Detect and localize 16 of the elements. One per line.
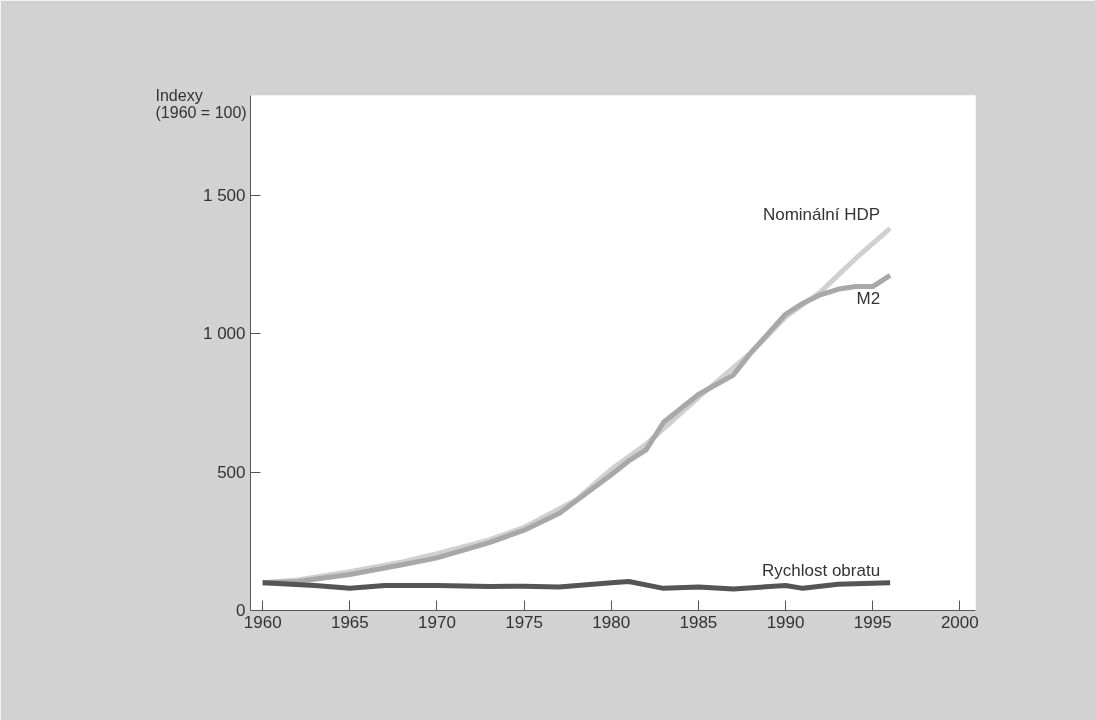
x-tick-label: 1980 <box>592 612 631 632</box>
y-tick-label: 1 000 <box>202 324 246 344</box>
x-tick-label: 1985 <box>679 612 718 632</box>
x-tick-label: 2000 <box>940 612 979 632</box>
series-label: M2 <box>856 289 881 309</box>
y-tick-label: 500 <box>217 462 246 482</box>
series-label: Nominální HDP <box>762 204 881 224</box>
y-tick-label: 0 <box>236 601 246 620</box>
x-tick-label: 1970 <box>418 612 456 632</box>
x-tick-label: 1975 <box>505 612 544 632</box>
x-tick-label: 1995 <box>853 612 892 632</box>
y-tick-label: 1 500 <box>202 185 246 205</box>
y-axis-title: Indexy (1960 = 100) <box>155 86 247 121</box>
x-tick-label: 1990 <box>766 612 805 632</box>
series-label: Rychlost obratu <box>761 561 881 581</box>
x-tick-label: 1965 <box>330 612 369 632</box>
